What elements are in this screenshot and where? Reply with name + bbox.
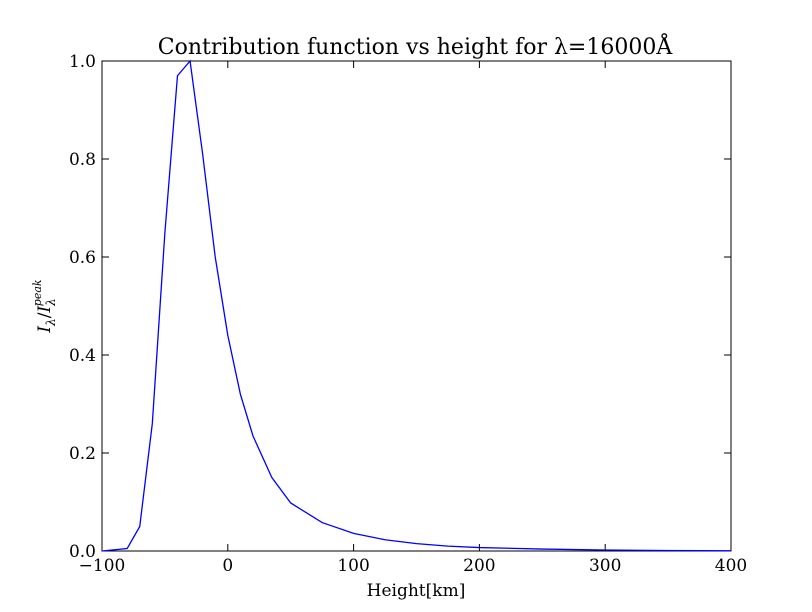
y-label-base1: I — [35, 326, 55, 334]
plot-frame — [101, 60, 732, 552]
y-tick-label: 0.2 — [69, 444, 96, 464]
y-tick-label: 1.0 — [69, 52, 96, 72]
y-label-sub2: λ — [44, 298, 58, 307]
y-label-sub1: λ — [44, 318, 58, 327]
x-tick-label: 0 — [222, 556, 233, 576]
x-tick-labels: −100 0 100 200 300 400 — [79, 556, 748, 576]
x-tick-label: 400 — [715, 556, 747, 576]
y-label-base2: I — [35, 306, 55, 314]
series-line — [101, 59, 732, 552]
y-tick-labels: 0.0 0.2 0.4 0.6 0.8 1.0 — [69, 52, 96, 562]
x-tick-label: 300 — [589, 556, 621, 576]
chart-title: Contribution function vs height for λ=16… — [158, 32, 674, 60]
x-tick-label: 100 — [337, 556, 369, 576]
y-tick-label: 0.8 — [69, 150, 96, 170]
y-tick-label: 0.6 — [69, 248, 96, 268]
x-axis-label: Height[km] — [367, 581, 466, 601]
y-label-sup2: peak — [31, 279, 44, 306]
y-tick-label: 0.4 — [69, 346, 96, 366]
y-tick-label: 0.0 — [69, 542, 96, 562]
y-axis-label: Iλ/Iλpeak — [31, 279, 58, 334]
x-tick-label: 200 — [463, 556, 495, 576]
x-tick-label: −100 — [79, 556, 126, 576]
tick-marks — [101, 60, 732, 552]
y-label-slash: / — [35, 312, 55, 318]
plot-area: −100 0 100 200 300 400 0.0 0.2 0.4 0.6 0.8 1.0 — [69, 52, 747, 576]
